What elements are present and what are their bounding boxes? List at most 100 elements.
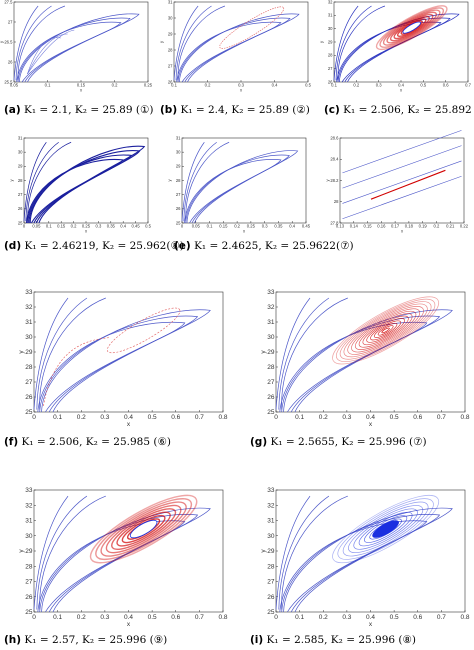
y-tick-label: 29 xyxy=(25,548,33,555)
trajectory-red-segment xyxy=(370,169,446,200)
x-tick-label: 0 xyxy=(181,224,184,229)
y-tick-label: 26.5 xyxy=(4,39,13,44)
x-tick-label: 0.2 xyxy=(205,83,211,88)
trajectory-branch xyxy=(39,495,106,610)
x-tick-label: 0.35 xyxy=(107,224,116,229)
y-tick-label: 28 xyxy=(328,53,333,58)
trajectory-inner xyxy=(27,37,61,75)
y-tick-label: 31 xyxy=(25,319,33,326)
trajectory-branch xyxy=(281,297,348,410)
y-tick-label: 31 xyxy=(18,135,23,140)
x-tick-label: 0.6 xyxy=(171,614,180,621)
x-tick-label: 0.1 xyxy=(53,414,62,421)
y-tick-label: 27 xyxy=(168,63,173,68)
caption-b: (b) K₁ = 2.4, K₂ = 25.89 (②) xyxy=(160,104,310,116)
x-tick-label: 0.7 xyxy=(465,83,471,88)
limit-cycle-ring xyxy=(364,515,408,543)
limit-cycle-ring xyxy=(379,7,445,48)
limit-cycle-ring xyxy=(389,13,434,42)
x-tick-label: 0.4 xyxy=(124,414,133,421)
x-tick-label: 0.4 xyxy=(366,414,375,421)
x-tick-label: 0.1 xyxy=(171,83,177,88)
limit-cycle xyxy=(106,307,181,354)
y-tick-label: 26 xyxy=(25,394,33,401)
y-tick-label: 33 xyxy=(267,487,275,494)
y-tick-label: 29 xyxy=(267,548,275,555)
plot-panel-c: 0.1 0.2 0.3 0.4 0.5 0.6 0.7 26 27 28 29 30 31 32 x y xyxy=(319,0,472,92)
y-axis-label: y xyxy=(325,179,330,182)
limit-cycle-ring xyxy=(89,494,198,564)
limit-cycle-ring xyxy=(373,322,398,338)
y-tick-label: 28 xyxy=(168,47,173,52)
limit-cycle-ring xyxy=(95,498,193,561)
trajectory-branch xyxy=(23,142,47,222)
caption-letter: (f) xyxy=(4,436,19,448)
trajectory-loop xyxy=(283,507,453,613)
x-tick-label: 0.17 xyxy=(391,224,400,229)
y-tick-label: 26 xyxy=(267,394,275,401)
x-tick-label: 0.4 xyxy=(398,83,404,88)
y-tick-label: 28 xyxy=(25,563,33,570)
plot-panel-ee: 0.13 0.14 0.15 0.16 0.17 0.18 0.19 0.2 0.21 0.22 2… xyxy=(325,130,469,233)
y-tick-label: 25 xyxy=(176,220,181,225)
caption-text: K₁ = 2.506, K₂ = 25.985 (⑥) xyxy=(21,436,171,448)
x-tick-label: 0 xyxy=(23,224,26,229)
x-tick-label: 0.8 xyxy=(460,614,469,621)
x-tick-label: 0.5 xyxy=(148,614,157,621)
x-tick-label: 0.13 xyxy=(336,224,345,229)
limit-cycle-ring xyxy=(348,505,424,553)
y-tick-label: 27 xyxy=(25,579,33,586)
plot-panel-f: 0 0.1 0.2 0.3 0.4 0.5 0.6 0.7 0.8 25 26 27 28 29 30 31 3… xyxy=(18,289,228,428)
trajectory-loop xyxy=(39,315,199,413)
plot-h: 0 0.1 0.2 0.3 0.4 0.5 0.6 0.7 0.8 25 26 27 28 29 30 31 3… xyxy=(18,487,228,628)
caption-c: (c) K₁ = 2.506, K₂ = 25.892 (③) xyxy=(324,104,474,116)
trajectories xyxy=(33,494,211,613)
trajectory-line xyxy=(342,130,462,174)
x-tick-label: 0.4 xyxy=(272,83,278,88)
trajectory-branch xyxy=(25,141,59,222)
trajectory-loop xyxy=(25,158,124,224)
trajectory-branch xyxy=(333,5,359,81)
x-tick-label: 0.4 xyxy=(120,224,126,229)
limit-cycle-ring xyxy=(111,508,177,550)
caption-h: (h) K₁ = 2.57, K₂ = 25.996 (⑨) xyxy=(4,634,167,646)
limit-cycle-ring xyxy=(116,511,171,547)
trajectory-loop xyxy=(176,21,282,83)
x-tick-label: 0.7 xyxy=(437,414,446,421)
y-tick-label: 26 xyxy=(8,59,13,64)
trajectory-branch xyxy=(337,5,386,81)
plot-panel-g: 0 0.1 0.2 0.3 0.4 0.5 0.6 0.7 0.8 25 26 27 28 29 30 31 3… xyxy=(260,289,470,428)
x-tick-label: 0.35 xyxy=(274,224,283,229)
plot-ee: 0.13 0.14 0.15 0.16 0.17 0.18 0.19 0.2 0.21 0.22 2… xyxy=(325,130,469,233)
trajectory-loop xyxy=(184,159,282,224)
x-tick-label: 0.45 xyxy=(132,224,141,229)
limit-cycle-ring xyxy=(362,315,409,346)
x-axis-label: x xyxy=(85,228,88,233)
x-tick-label: 0.2 xyxy=(71,224,77,229)
trajectory-branch xyxy=(183,141,217,222)
caption-text: K₁ = 2.5655, K₂ = 25.996 (⑦) xyxy=(270,436,427,448)
trajectories xyxy=(333,5,460,83)
caption-e: (e) K₁ = 2.4625, K₂ = 25.9622(⑦) xyxy=(174,240,354,252)
y-tick-label: 28 xyxy=(176,178,181,183)
plot-panel-e: 0 0.05 0.1 0.15 0.2 0.25 0.3 0.35 0.4 0.45 25 26 27 2… xyxy=(167,135,311,233)
x-tick-label: 0.1 xyxy=(53,614,62,621)
plot-b: 0.1 0.2 0.3 0.4 0.5 26 27 28 29 30 31 x y xyxy=(159,0,312,92)
limit-cycle-ring xyxy=(351,308,421,353)
x-tick-label: 0 xyxy=(32,414,36,421)
x-tick-label: 0.5 xyxy=(390,414,399,421)
x-tick-label: 0.1 xyxy=(295,614,304,621)
caption-letter: (b) xyxy=(160,104,178,116)
y-tick-label: 30 xyxy=(25,533,33,540)
y-tick-label: 27 xyxy=(267,579,275,586)
y-tick-label: 27 xyxy=(8,19,13,24)
trajectory-loop xyxy=(19,13,140,83)
trajectory-inner xyxy=(43,337,110,407)
caption-letter: (e) xyxy=(174,240,191,252)
y-tick-label: 28.4 xyxy=(330,157,339,162)
caption-letter: (i) xyxy=(250,634,264,646)
limit-cycle-ring xyxy=(342,501,429,557)
y-tick-label: 28.6 xyxy=(330,135,339,140)
limit-cycle-ring xyxy=(393,16,430,40)
x-axis-label: x xyxy=(80,87,83,92)
